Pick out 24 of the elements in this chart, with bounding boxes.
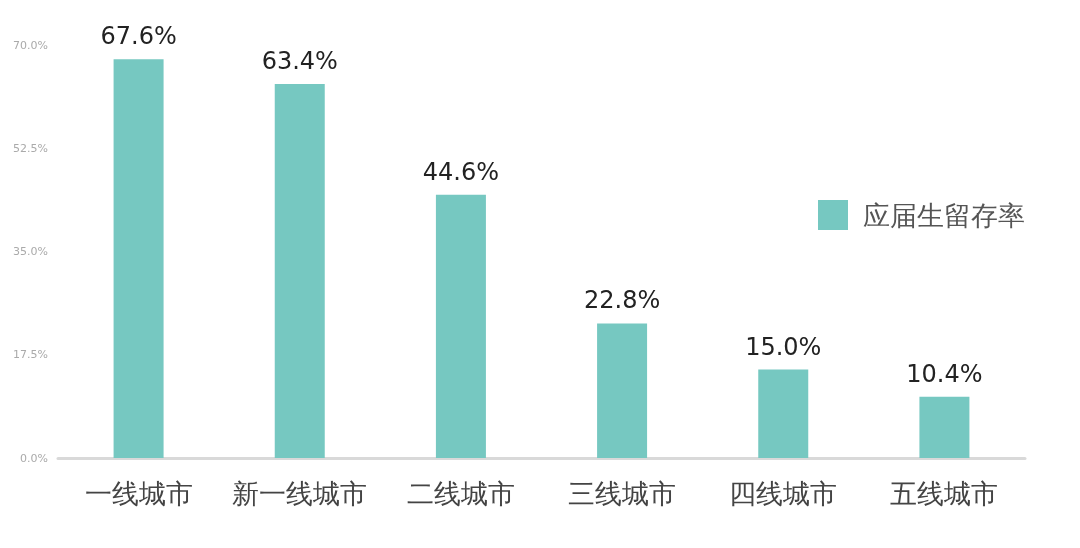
y-tick-label: 70.0% — [13, 38, 48, 52]
y-tick-label: 0.0% — [20, 451, 48, 465]
x-tick-label: 二线城市 — [406, 478, 515, 509]
x-tick-label: 四线城市 — [729, 478, 838, 509]
bar — [113, 59, 164, 458]
data-label: 10.4% — [906, 359, 983, 388]
x-tick-label: 一线城市 — [84, 478, 193, 509]
bar — [274, 83, 325, 458]
data-label: 63.4% — [261, 46, 338, 75]
x-tick-label: 新一线城市 — [232, 478, 368, 509]
y-tick-label: 17.5% — [13, 348, 48, 362]
legend-label: 应届生留存率 — [863, 199, 1025, 231]
y-tick-label: 52.5% — [13, 141, 48, 155]
x-tick-label: 五线城市 — [890, 478, 999, 509]
bar — [435, 194, 486, 458]
data-label: 67.6% — [100, 22, 177, 51]
bar — [597, 323, 648, 458]
bar — [758, 369, 809, 458]
data-label: 22.8% — [583, 286, 661, 315]
y-tick-label: 35.0% — [13, 245, 48, 258]
data-label: 15.0% — [745, 332, 822, 361]
bar — [919, 396, 970, 458]
x-tick-label: 三线城市 — [568, 478, 677, 509]
data-label: 44.6% — [422, 157, 500, 186]
